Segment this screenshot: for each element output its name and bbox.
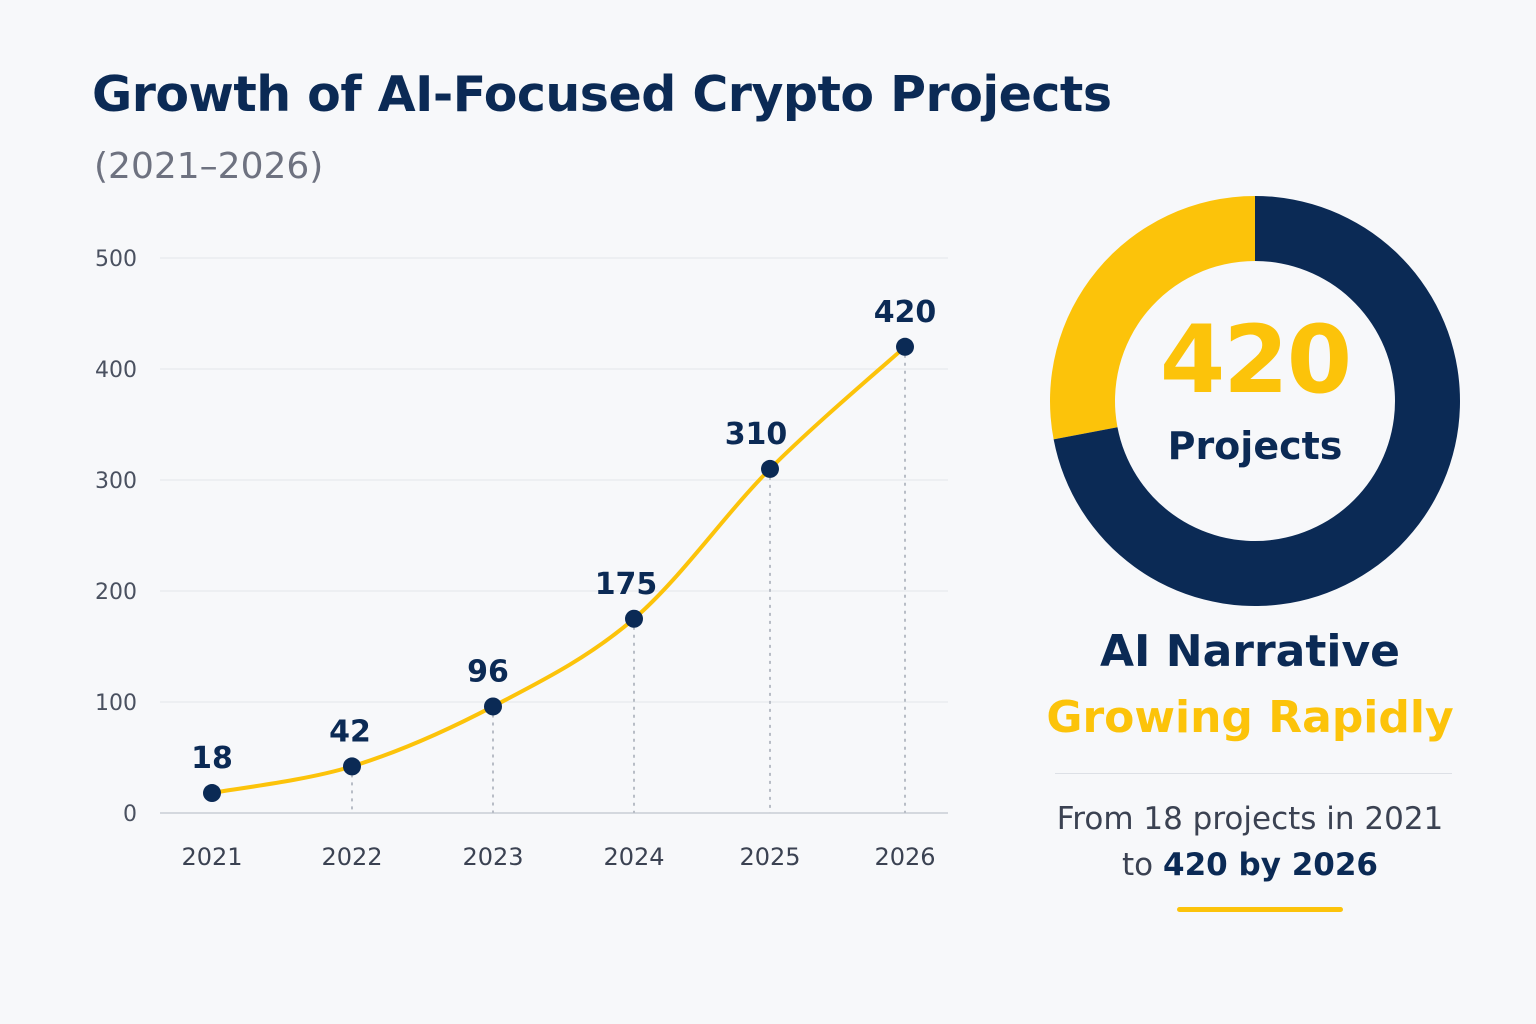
- data-label: 420: [874, 295, 937, 330]
- headline-accent: Growing Rapidly: [1046, 692, 1454, 743]
- headline-primary: AI Narrative: [1100, 626, 1400, 677]
- x-axis-ticks: 2021 2022 2023 2024 2025 2026: [181, 843, 935, 871]
- series-line-layer: [210, 344, 907, 796]
- accent-underline: [1177, 907, 1343, 912]
- data-labels: 18 42 96 175 310 420: [191, 295, 936, 776]
- data-point: [484, 697, 502, 716]
- y-axis-ticks: 0 100 200 300 400 500: [95, 247, 137, 827]
- data-label: 175: [595, 567, 658, 602]
- summary-highlight: 420 by 2026: [1163, 847, 1378, 883]
- x-tick-label: 2022: [321, 843, 382, 871]
- data-points: [203, 337, 914, 803]
- data-label: 96: [467, 654, 509, 689]
- y-tick-label: 400: [95, 358, 137, 383]
- donut-chart: [1050, 196, 1460, 606]
- donut-slice-highlight: [1050, 196, 1255, 440]
- chart-subtitle: (2021–2026): [94, 146, 324, 187]
- data-point: [625, 609, 643, 628]
- data-point: [203, 784, 221, 803]
- y-tick-label: 200: [95, 580, 137, 605]
- y-tick-label: 100: [95, 691, 137, 716]
- x-tick-label: 2021: [181, 843, 242, 871]
- data-label: 18: [191, 741, 233, 776]
- y-tick-label: 500: [95, 247, 137, 272]
- donut-slice-remainder: [1053, 196, 1460, 606]
- summary-text: From 18 projects in 2021 to 420 by 2026: [1020, 796, 1480, 888]
- data-point: [761, 459, 779, 478]
- x-tick-label: 2026: [874, 843, 935, 871]
- x-tick-label: 2024: [603, 843, 664, 871]
- data-label: 310: [725, 417, 788, 452]
- drop-lines: [351, 354, 906, 813]
- summary-line-1: From 18 projects in 2021: [1056, 801, 1444, 837]
- chart-title: Growth of AI-Focused Crypto Projects: [92, 66, 1112, 123]
- summary-line-2: to 420 by 2026: [1020, 842, 1480, 888]
- x-tick-label: 2025: [739, 843, 800, 871]
- series-line: [210, 344, 907, 796]
- summary-prefix: to: [1122, 847, 1154, 883]
- donut-center-label: Projects: [1167, 424, 1343, 468]
- x-tick-label: 2023: [462, 843, 523, 871]
- donut-slices: [1050, 196, 1460, 606]
- data-point: [343, 757, 361, 776]
- donut-center-value: 420: [1159, 306, 1352, 415]
- data-label: 42: [329, 714, 371, 749]
- y-tick-label: 0: [123, 802, 137, 827]
- data-point: [896, 337, 914, 356]
- y-tick-label: 300: [95, 469, 137, 494]
- gridlines: [160, 257, 948, 814]
- divider: [1055, 773, 1452, 774]
